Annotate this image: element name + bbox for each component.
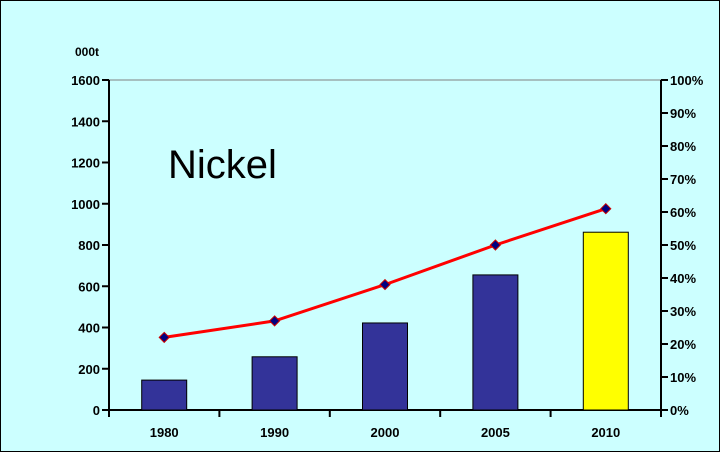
- bar: [141, 379, 188, 411]
- x-axis-tick-label: 2005: [481, 425, 510, 440]
- chart-overlay-label: Nickel: [168, 143, 277, 187]
- right-axis-tick-label: 20%: [670, 337, 696, 352]
- bar: [472, 274, 519, 411]
- right-axis-tick-label: 10%: [670, 370, 696, 385]
- right-axis-tick-label: 50%: [670, 238, 696, 253]
- right-axis-tick-label: 0%: [670, 403, 689, 418]
- line-marker: [158, 331, 170, 344]
- left-axis-tick-label: 1400: [71, 114, 100, 129]
- right-axis-tick-label: 70%: [670, 172, 696, 187]
- right-axis-tick-label: 90%: [670, 106, 696, 121]
- line-marker: [600, 202, 612, 215]
- bar: [582, 231, 629, 411]
- bar: [251, 356, 298, 411]
- x-axis-tick-label: 2010: [591, 425, 620, 440]
- line-layer: [158, 202, 612, 344]
- line-marker: [489, 239, 502, 251]
- y-unit-label: 000t: [75, 45, 99, 59]
- x-axis-tick-label: 1980: [150, 425, 179, 440]
- line-marker: [379, 278, 391, 291]
- right-axis-tick-label: 80%: [670, 139, 696, 154]
- bar: [362, 322, 408, 411]
- axes-layer: 0 200 400 600 800 1000 1200 1400 1600 0% 10% 20% 30%…: [71, 73, 704, 440]
- left-axis-tick-label: 400: [78, 321, 100, 336]
- left-axis-tick-label: 600: [78, 279, 100, 294]
- bars-layer: [141, 231, 629, 411]
- left-axis-tick-label: 200: [78, 362, 100, 377]
- right-axis-tick-label: 60%: [670, 205, 696, 220]
- left-axis-tick-label: 1600: [71, 73, 100, 88]
- left-axis-tick-label: 800: [78, 238, 100, 253]
- right-axis-tick-label: 40%: [670, 271, 696, 286]
- line-marker: [268, 315, 281, 327]
- right-axis-tick-label: 30%: [670, 304, 696, 319]
- left-axis-tick-label: 1200: [71, 156, 100, 171]
- left-axis-tick-label: 1000: [71, 197, 100, 212]
- right-axis-tick-label: 100%: [670, 73, 704, 88]
- x-axis-tick-label: 2000: [371, 425, 400, 440]
- x-axis-tick-label: 1990: [260, 425, 289, 440]
- left-axis-tick-label: 0: [93, 403, 100, 418]
- series-line: [163, 207, 607, 339]
